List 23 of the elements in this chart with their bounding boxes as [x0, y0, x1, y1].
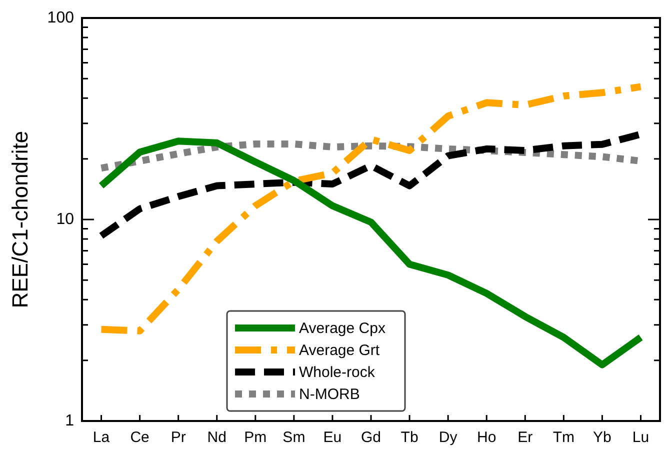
x-tick-label: Eu [323, 429, 342, 446]
x-tick-label: Yb [593, 429, 612, 446]
x-tick-label: Tb [400, 429, 418, 446]
legend-label: N-MORB [299, 386, 360, 404]
legend-label: Average Cpx [299, 320, 386, 338]
y-axis-title: REE/C1-chondrite [7, 130, 32, 308]
x-tick-label: Ho [477, 429, 496, 446]
y-tick-label: 1 [65, 412, 74, 430]
x-tick-label: La [92, 429, 110, 446]
x-tick-label: Er [518, 429, 533, 446]
x-tick-label: Pr [170, 429, 186, 446]
legend-label: Whole-rock [299, 364, 376, 382]
x-tick-label: Pm [244, 429, 267, 446]
x-tick-label: Ce [130, 429, 150, 446]
x-tick-label: Gd [360, 429, 382, 446]
x-tick-label: Lu [632, 429, 650, 446]
legend-label: Average Grt [299, 342, 380, 360]
y-tick-label: 100 [47, 9, 74, 26]
x-tick-label: Nd [207, 429, 226, 446]
x-tick-label: Sm [282, 429, 306, 446]
x-tick-label: Dy [438, 429, 458, 446]
y-tick-label: 10 [56, 210, 74, 228]
x-tick-label: Tm [552, 429, 575, 446]
